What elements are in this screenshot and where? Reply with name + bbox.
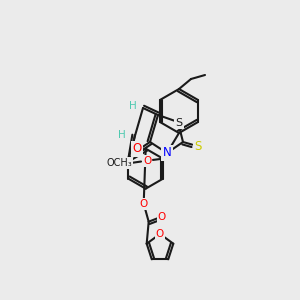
Text: H: H [129, 101, 137, 111]
Text: N: N [163, 146, 171, 160]
Text: H: H [118, 130, 126, 140]
Text: S: S [176, 118, 183, 128]
Text: S: S [194, 140, 202, 152]
Text: O: O [132, 142, 142, 155]
Text: O: O [156, 229, 164, 239]
Text: OCH₃: OCH₃ [106, 158, 132, 168]
Text: O: O [158, 212, 166, 222]
Text: O: O [140, 199, 148, 209]
Text: O: O [143, 156, 151, 166]
